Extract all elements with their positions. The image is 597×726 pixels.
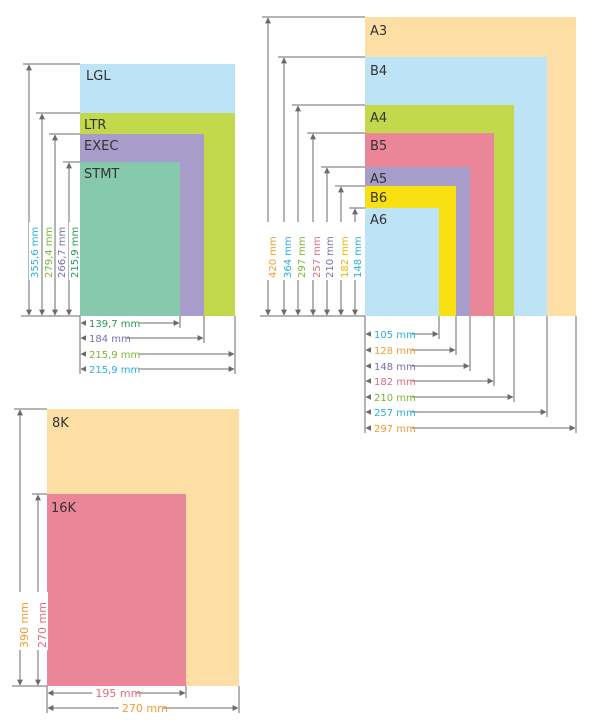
width-label: 148 mm [374, 362, 416, 373]
width-label: 195 mm [95, 687, 141, 700]
height-label-bg [282, 222, 293, 280]
height-label-bg [43, 222, 54, 280]
height-label-bg [296, 222, 307, 280]
width-label: 215,9 mm [89, 350, 140, 361]
width-label-bg [118, 702, 164, 714]
paper-label-16k: 16K [51, 501, 77, 516]
width-label-bg [92, 687, 137, 699]
height-label: 364 mm [283, 236, 294, 278]
paper-a6 [365, 208, 439, 316]
paper-label-exec: EXEC [84, 139, 118, 154]
height-label-bg [56, 222, 67, 280]
width-label: 128 mm [374, 346, 416, 357]
height-label-bg [311, 222, 322, 280]
paper-label-b6: B6 [370, 191, 387, 206]
width-label-bg [86, 348, 139, 360]
height-label: 148 mm [353, 236, 364, 278]
height-label-bg [267, 222, 278, 280]
height-label-bg [19, 592, 30, 650]
width-label: 270 mm [122, 702, 168, 715]
height-label: 390 mm [18, 602, 31, 648]
width-label-bg [371, 375, 412, 387]
paper-label-a4: A4 [370, 111, 387, 126]
width-label-bg [86, 317, 139, 329]
paper-label-b4: B4 [370, 64, 387, 79]
height-label: 420 mm [268, 236, 279, 278]
height-label-bg [339, 222, 350, 280]
width-label: 210 mm [374, 393, 416, 404]
chinese-sizes-group: 8K 16K 390 mm 270 mm 195 mm 270 mm [12, 408, 240, 715]
height-label: 270 mm [36, 602, 49, 648]
width-label: 297 mm [374, 424, 416, 435]
width-label-bg [371, 328, 412, 340]
width-label: 215,9 mm [89, 365, 140, 376]
width-label-bg [371, 422, 412, 434]
width-label-bg [371, 344, 412, 356]
paper-label-b5: B5 [370, 139, 387, 154]
height-label: 210 mm [325, 236, 336, 278]
paper-stmt [80, 162, 180, 316]
paper-16k [47, 494, 186, 686]
paper-label-ltr: LTR [84, 118, 106, 133]
width-label: 105 mm [374, 330, 416, 341]
height-label: 297 mm [297, 236, 308, 278]
height-label: 266,7 mm [57, 227, 68, 278]
width-label-bg [371, 406, 412, 418]
height-label: 355,6 mm [30, 227, 41, 278]
paper-label-a3: A3 [370, 24, 387, 39]
width-label: 182 mm [374, 377, 416, 388]
height-label-bg [69, 222, 80, 280]
width-label: 257 mm [374, 408, 416, 419]
height-label-bg [37, 592, 48, 650]
height-label: 279,4 mm [44, 227, 55, 278]
width-label-bg [86, 363, 139, 375]
height-label: 182 mm [340, 236, 351, 278]
width-label-bg [371, 391, 412, 403]
height-label: 257 mm [312, 236, 323, 278]
paper-label-a5: A5 [370, 172, 387, 187]
width-label-bg [371, 360, 412, 372]
height-label: 215,9 mm [70, 227, 81, 278]
width-label: 184 mm [89, 334, 131, 345]
paper-label-stmt: STMT [84, 167, 119, 182]
height-label-bg [29, 222, 40, 280]
width-label-bg [86, 332, 127, 344]
paper-label-a6: A6 [370, 213, 387, 228]
height-label-bg [324, 222, 335, 280]
height-label-bg [352, 222, 363, 280]
width-label: 139,7 mm [89, 319, 140, 330]
paper-label-8k: 8K [52, 416, 69, 431]
paper-label-lgl: LGL [86, 69, 111, 84]
